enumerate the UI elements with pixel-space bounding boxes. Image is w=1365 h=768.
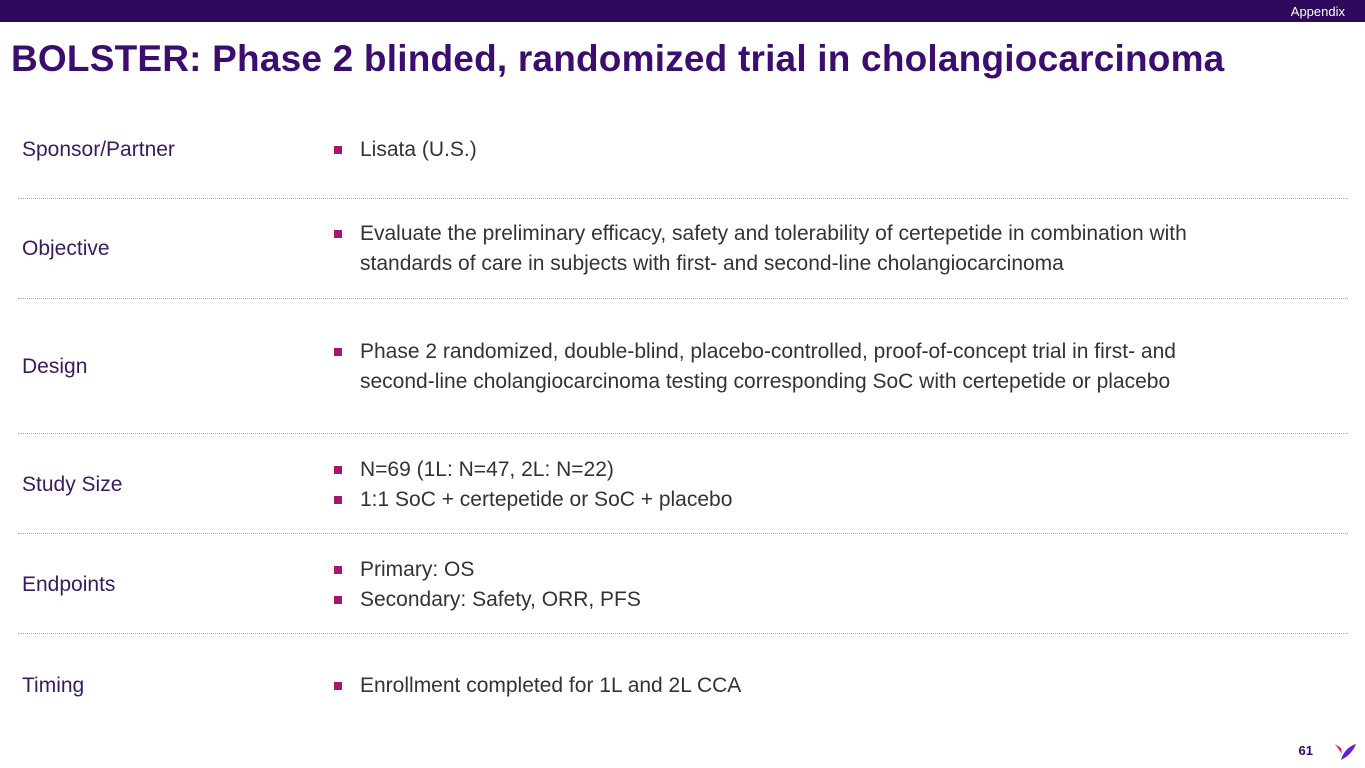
row-label: Endpoints — [22, 573, 116, 596]
bullet-item: Primary: OS — [334, 555, 641, 585]
divider — [18, 533, 1348, 534]
bullet-square-icon — [334, 146, 342, 154]
row-label: Design — [22, 355, 88, 378]
page-title: BOLSTER: Phase 2 blinded, randomized tri… — [11, 38, 1225, 79]
section-label: Appendix — [1290, 4, 1345, 19]
bullet-item: Lisata (U.S.) — [334, 135, 477, 165]
bullet-square-icon — [334, 496, 342, 504]
bullet-item: Enrollment completed for 1L and 2L CCA — [334, 671, 741, 701]
row-label: Study Size — [22, 473, 123, 496]
bullet-square-icon — [334, 566, 342, 574]
divider — [18, 433, 1348, 434]
bullet-item: 1:1 SoC + certepetide or SoC + placebo — [334, 485, 732, 515]
divider — [18, 198, 1348, 199]
row-label: Timing — [22, 674, 85, 697]
bullet-square-icon — [334, 596, 342, 604]
bullet-square-icon — [334, 230, 342, 238]
divider — [18, 298, 1348, 299]
bullet-item: Evaluate the preliminary efficacy, safet… — [334, 219, 1187, 279]
bullet-square-icon — [334, 682, 342, 690]
top-bar: Appendix — [0, 0, 1365, 22]
divider — [18, 633, 1348, 634]
company-logo-icon — [1335, 744, 1356, 760]
bullet-item: Secondary: Safety, ORR, PFS — [334, 585, 641, 615]
page-number: 61 — [1298, 743, 1313, 758]
bullet-square-icon — [334, 466, 342, 474]
row-label: Sponsor/Partner — [22, 138, 175, 161]
bullet-square-icon — [334, 348, 342, 356]
bullet-item: N=69 (1L: N=47, 2L: N=22) — [334, 455, 732, 485]
bullet-item: Phase 2 randomized, double-blind, placeb… — [334, 337, 1176, 397]
row-label: Objective — [22, 237, 110, 260]
